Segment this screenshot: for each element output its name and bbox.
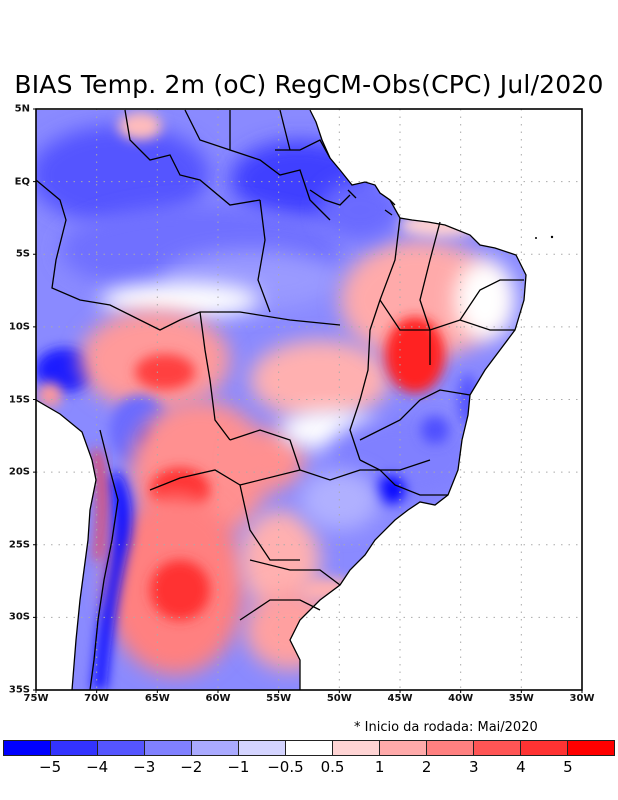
chart-title: BIAS Temp. 2m (oC) RegCM-Obs(CPC) Jul/20… [14,70,604,99]
x-tick-label: 45W [387,693,413,704]
border-chile-argentina [89,429,119,690]
colorbar-swatch [145,741,192,755]
colorbar-level-label: 2 [421,758,432,776]
y-tick-label: EQ [14,176,30,188]
bias-field [36,110,526,690]
x-tick-label: 35W [508,693,534,704]
y-tick-label: 15S [8,394,30,405]
colorbar-level-label: −3 [133,758,156,776]
y-tick-label: 30S [8,611,30,623]
colorbar-level-label: −1 [227,758,250,776]
x-tick-label: 40W [448,693,474,704]
colorbar [3,740,615,756]
run-start-note: * Inicio da rodada: Mai/2020 [354,720,538,735]
colorbar-swatch [4,741,51,755]
colorbar-swatch [98,741,145,755]
colorbar-level-label: 4 [516,758,526,776]
x-tick-label: 70W [84,693,110,704]
grid-lines [36,109,582,690]
x-tick-label: 75W [23,693,49,704]
x-tick-label: 50W [326,693,352,704]
y-tick-label: 10S [8,321,30,333]
y-tick-label: 5N [14,103,30,115]
y-tick-label: 20S [8,466,30,478]
colorbar-swatch [521,741,568,755]
colorbar-level-label: −0.5 [267,758,304,776]
borders [36,109,527,690]
pacific-coast [36,399,97,690]
axis-ticks [33,108,583,693]
colorbar-swatch [474,741,521,755]
colorbar-swatch [192,741,239,755]
x-tick-label: 65W [144,693,170,704]
colorbar-swatch [51,741,98,755]
colorbar-level-label: −5 [39,758,62,776]
colorbar-level-label: −4 [86,758,109,776]
colorbar-level-label: −2 [180,758,203,776]
colorbar-swatch [380,741,427,755]
x-tick-label: 55W [266,693,292,704]
islands [535,235,554,239]
colorbar-swatch [286,741,333,755]
x-tick-label: 30W [569,693,595,704]
y-tick-label: 35S [8,684,30,696]
y-tick-label: 5S [15,248,30,260]
y-tick-label: 25S [8,539,30,551]
colorbar-level-label: 3 [468,758,479,776]
x-tick-label: 60W [205,693,231,704]
colorbar-swatch [568,741,614,755]
colorbar-level-label: 5 [563,758,573,776]
colorbar-level-label: 1 [374,758,385,776]
colorbar-swatch [239,741,286,755]
colorbar-level-label: 0.5 [320,758,345,776]
colorbar-swatch [427,741,474,755]
colorbar-swatch [333,741,380,755]
